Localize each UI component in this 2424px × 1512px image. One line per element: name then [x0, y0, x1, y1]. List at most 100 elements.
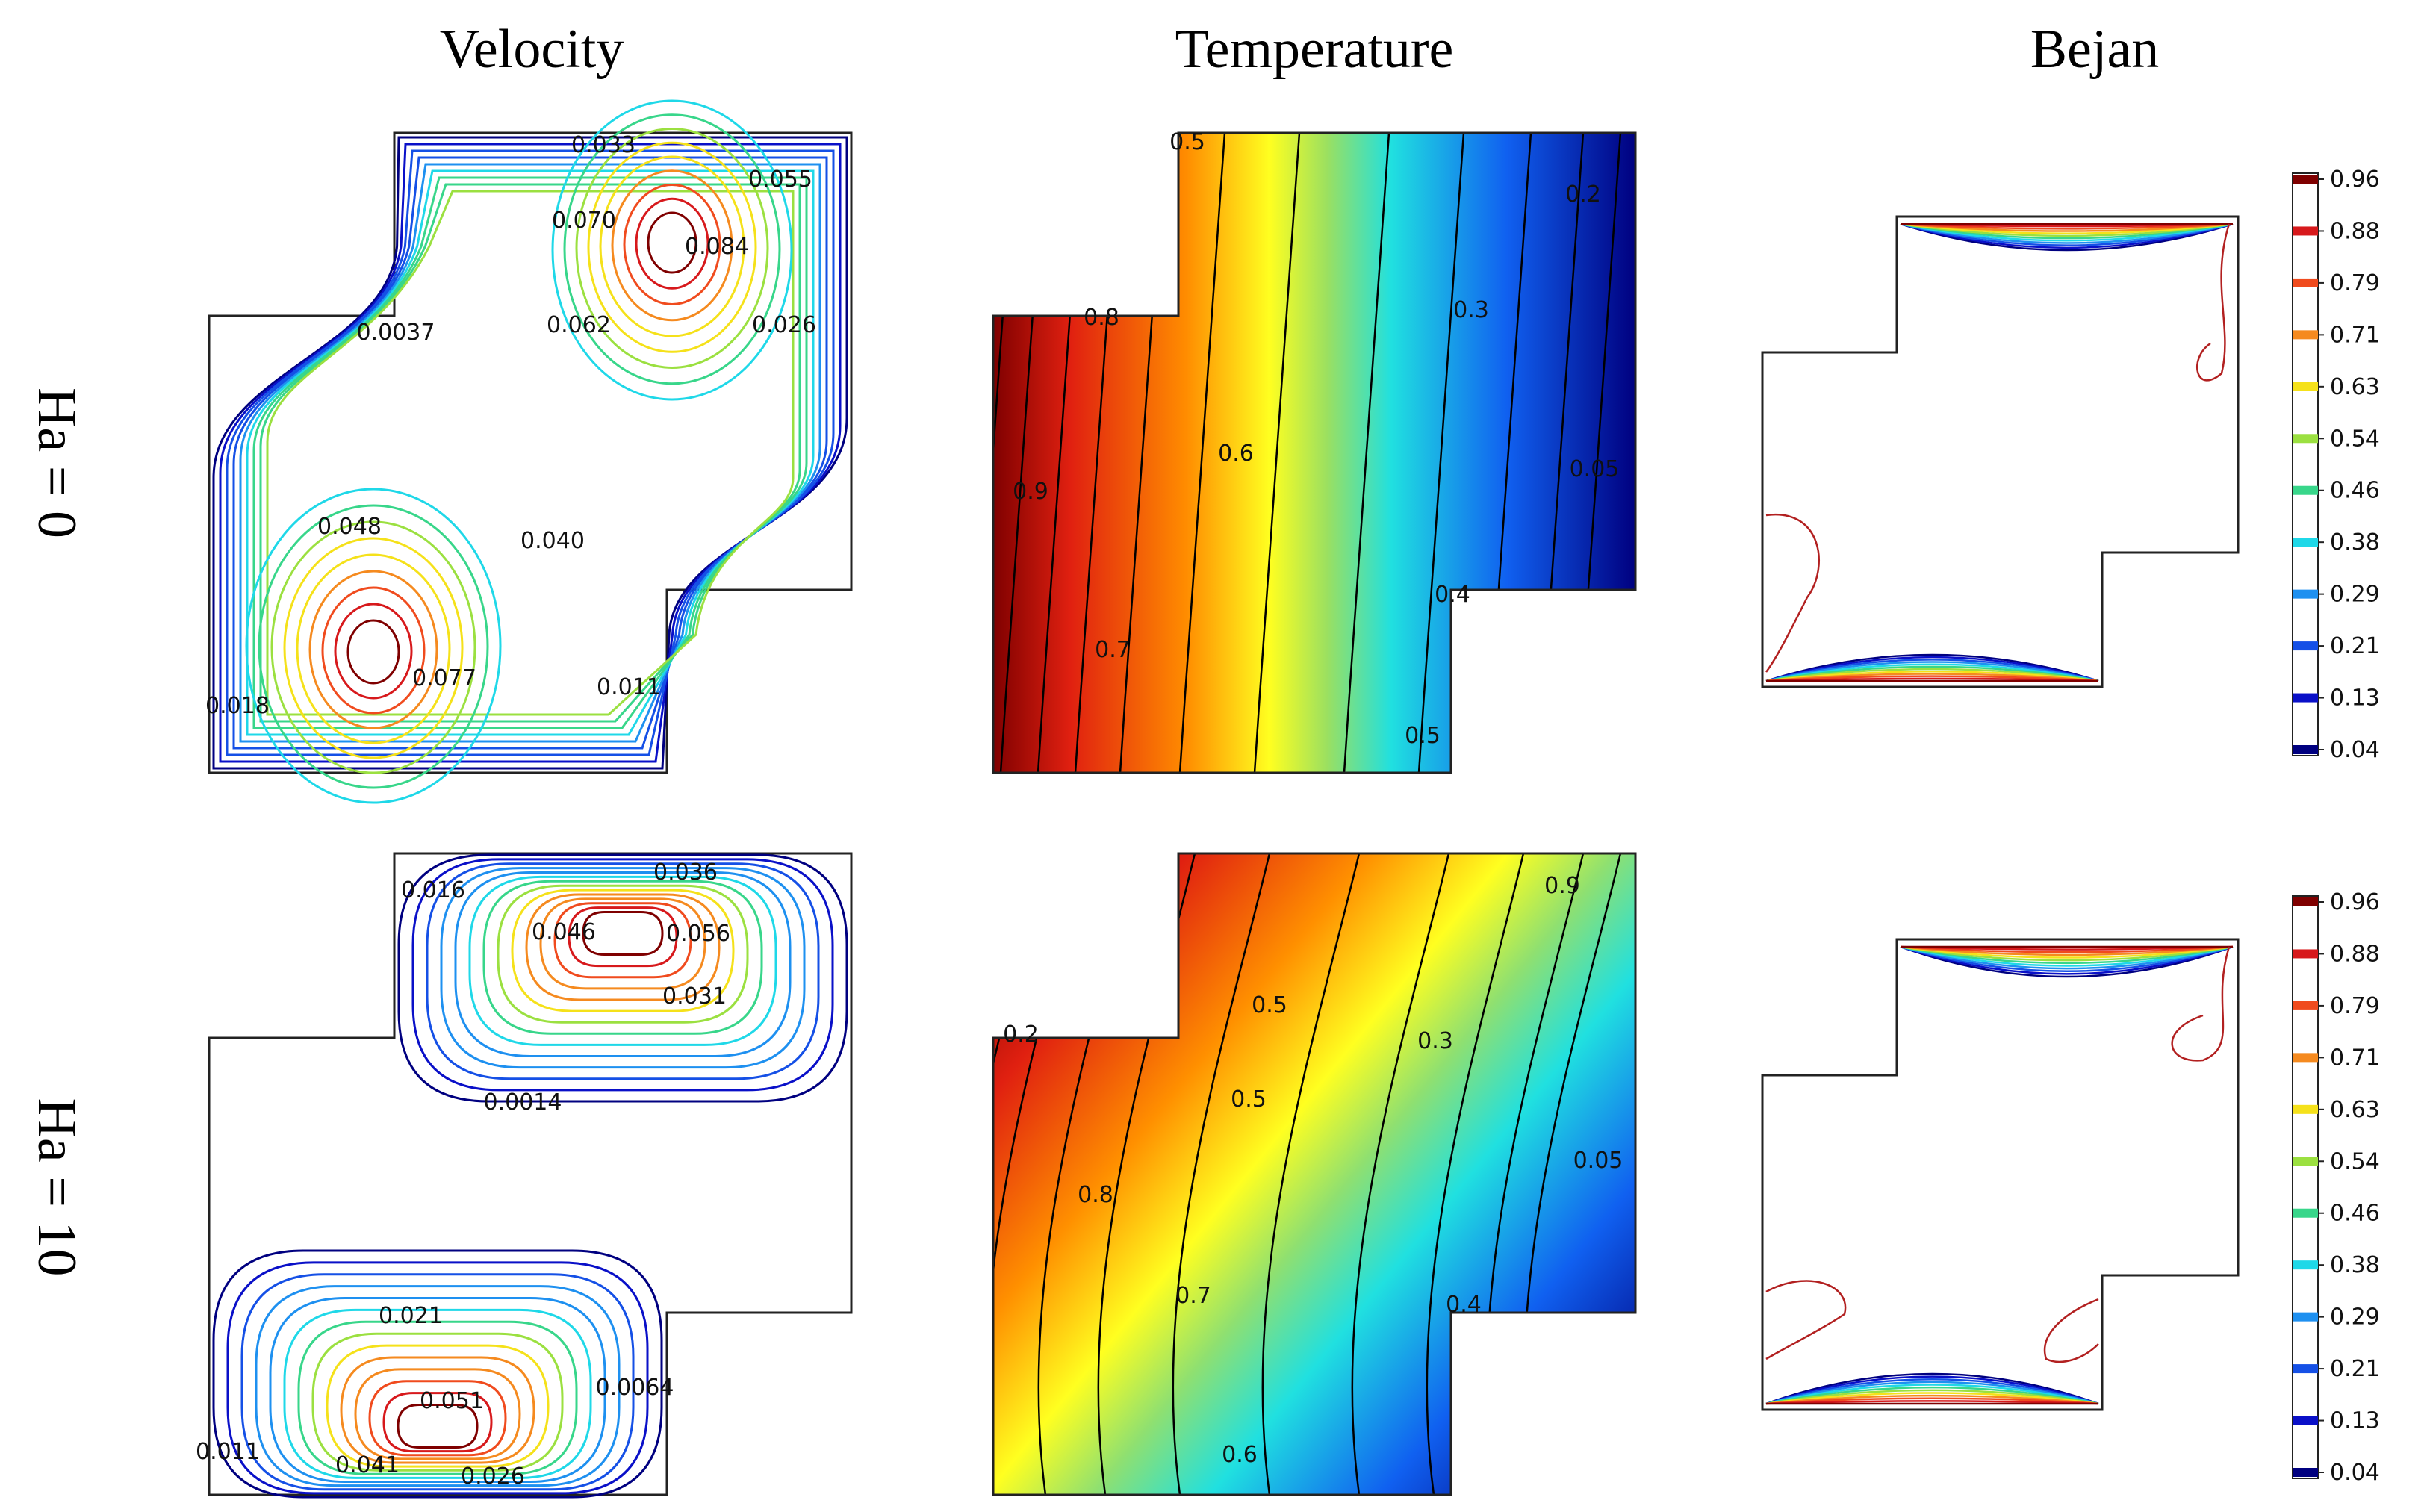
isotherm — [1253, 133, 1301, 773]
isotherm-label: 0.6 — [1222, 1442, 1258, 1468]
temperature-panel-ha0: 0.5 0.2 0.8 0.3 0.6 0.9 0.05 0.4 0.7 0.5 — [992, 129, 1637, 774]
bejan-contour — [1765, 677, 2099, 682]
isotherm-label: 0.4 — [1435, 582, 1470, 608]
temperature-field-ha10 — [993, 853, 1635, 1495]
bejan-contours-ha0 — [1765, 223, 2234, 682]
bejan-contour — [1900, 945, 2234, 975]
bejan-contour — [1900, 223, 2234, 242]
isotherm — [1172, 853, 1271, 1495]
isotherm-label: 0.5 — [1405, 723, 1441, 749]
streamline — [226, 1261, 649, 1495]
bejan-contour — [1900, 945, 2234, 972]
bejan-contour — [1900, 223, 2234, 249]
streamline — [382, 1392, 493, 1453]
streamline-label: 0.026 — [461, 1463, 525, 1490]
bejan-contour — [1765, 659, 2099, 682]
colorbar-swatch — [2293, 1416, 2318, 1425]
bejan-domain-ha10 — [1761, 938, 2240, 1411]
streamline-label: 0.016 — [401, 877, 465, 903]
temperature-panel-ha10: 0.2 0.9 0.5 0.3 0.5 0.8 0.05 0.7 0.4 0.6 — [992, 852, 1637, 1496]
isotherm-label: 0.8 — [1078, 1182, 1113, 1208]
bejan-contour — [1765, 1394, 2099, 1405]
bejan-contour — [1900, 223, 2234, 252]
streamline — [245, 488, 502, 804]
temperature-domain-ha10 — [992, 852, 1637, 1496]
streamline — [551, 99, 793, 401]
colorbar-swatch — [2293, 745, 2318, 754]
bejan-contour — [1765, 1378, 2099, 1405]
bejan-contour — [1765, 1400, 2099, 1405]
streamline-label: 0.055 — [748, 167, 812, 193]
streamline — [269, 1297, 606, 1484]
bejan-contour — [1765, 663, 2099, 682]
streamline — [568, 906, 678, 968]
bejan-contour — [1765, 673, 2099, 682]
bejan-contour — [1900, 223, 2234, 244]
streamline — [308, 570, 438, 729]
colorbar-swatch — [2293, 641, 2318, 651]
bejan-contour — [1765, 1384, 2099, 1405]
isotherm-label: 0.2 — [1565, 181, 1601, 208]
col-title-temperature: Temperature — [1175, 19, 1454, 80]
velocity-contours-ha0 — [212, 99, 848, 804]
bejan-contour — [1900, 945, 2234, 953]
bejan-contour — [1900, 945, 2234, 970]
isotherm-label: 0.3 — [1417, 1028, 1453, 1054]
streamline — [252, 176, 808, 729]
colorbar-swatch — [2293, 1053, 2318, 1063]
streamline — [539, 897, 706, 990]
streamline-label: 0.033 — [571, 132, 635, 158]
colorbar-tick-label: 0.88 — [2330, 941, 2380, 967]
isotherm-label: 0.5 — [1252, 992, 1287, 1018]
streamline-label: 0.056 — [666, 921, 730, 947]
bejan-panel-ha0 — [1761, 215, 2240, 688]
streamline — [283, 537, 464, 759]
colorbar-tick-label: 0.29 — [2330, 1304, 2380, 1331]
bejan-contour — [2043, 1298, 2099, 1363]
bejan-contour — [1765, 1389, 2099, 1405]
streamline — [239, 163, 821, 743]
bejan-contour — [1900, 945, 2234, 959]
bejan-contour — [1765, 1280, 1847, 1360]
streamline — [240, 1273, 635, 1491]
streamline — [611, 169, 733, 322]
colorbar-tick-label: 0.13 — [2330, 1408, 2380, 1434]
streamline — [511, 889, 735, 1012]
bejan-contour — [1765, 665, 2099, 682]
streamline — [212, 1249, 663, 1499]
bejan-contour — [1765, 656, 2099, 682]
colorbar-swatch — [2293, 538, 2318, 547]
bejan-contour — [1900, 945, 2234, 967]
isotherm-label: 0.5 — [1231, 1086, 1267, 1113]
streamline — [270, 520, 476, 774]
streamline-label: 0.048 — [317, 514, 382, 540]
bejan-contour — [1765, 653, 2099, 682]
streamline — [563, 113, 781, 385]
colorbar-swatch — [2293, 589, 2318, 599]
streamline-label: 0.0037 — [357, 320, 435, 346]
isotherm-label: 0.05 — [1570, 456, 1620, 482]
streamline-label: 0.077 — [412, 665, 476, 691]
streamline-label: 0.031 — [662, 983, 727, 1009]
bejan-contour — [1900, 945, 2234, 962]
bejan-contour — [1900, 945, 2234, 965]
colorbar-tick-label: 0.63 — [2330, 374, 2380, 400]
colorbar-swatch — [2293, 693, 2318, 703]
colorbar-tick-label: 0.21 — [2330, 1356, 2380, 1382]
colorbar-tick-label: 0.46 — [2330, 478, 2380, 504]
bejan-contour — [2171, 946, 2231, 1062]
streamline-label: 0.040 — [520, 528, 585, 554]
streamline-label: 0.062 — [547, 312, 611, 338]
colorbar-frame — [2292, 172, 2319, 756]
isotherm-label: 0.2 — [1003, 1021, 1039, 1048]
colorbar-tick-label: 0.54 — [2330, 1148, 2380, 1175]
colorbar-swatch — [2293, 330, 2318, 340]
isotherm-label: 0.7 — [1175, 1283, 1211, 1309]
isotherm-label: 0.8 — [1084, 305, 1119, 331]
velocity-domain-ha10 — [208, 852, 853, 1496]
colorbar-swatch — [2293, 1364, 2318, 1374]
streamline — [482, 880, 763, 1035]
streamline — [296, 553, 451, 744]
streamline — [326, 1344, 550, 1468]
temperature-domain-ha0 — [992, 131, 1637, 774]
